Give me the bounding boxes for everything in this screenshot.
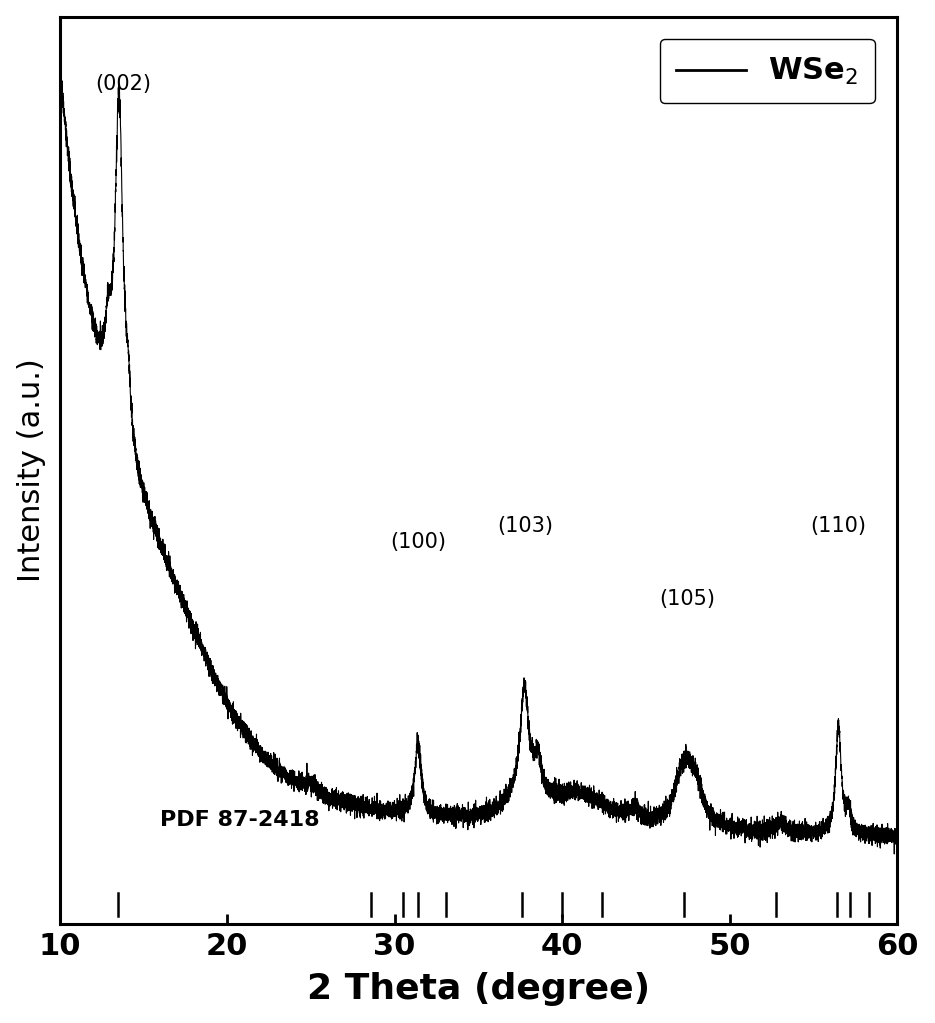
Text: (103): (103) (497, 516, 554, 536)
Text: (002): (002) (95, 75, 151, 94)
Text: (100): (100) (390, 532, 446, 552)
X-axis label: 2 Theta (degree): 2 Theta (degree) (307, 972, 650, 1007)
Text: PDF 87-2418: PDF 87-2418 (160, 810, 320, 830)
Text: (110): (110) (811, 516, 867, 536)
Text: (105): (105) (660, 589, 715, 610)
Legend: WSe$_2$: WSe$_2$ (660, 39, 875, 103)
Y-axis label: Intensity (a.u.): Intensity (a.u.) (17, 358, 46, 582)
